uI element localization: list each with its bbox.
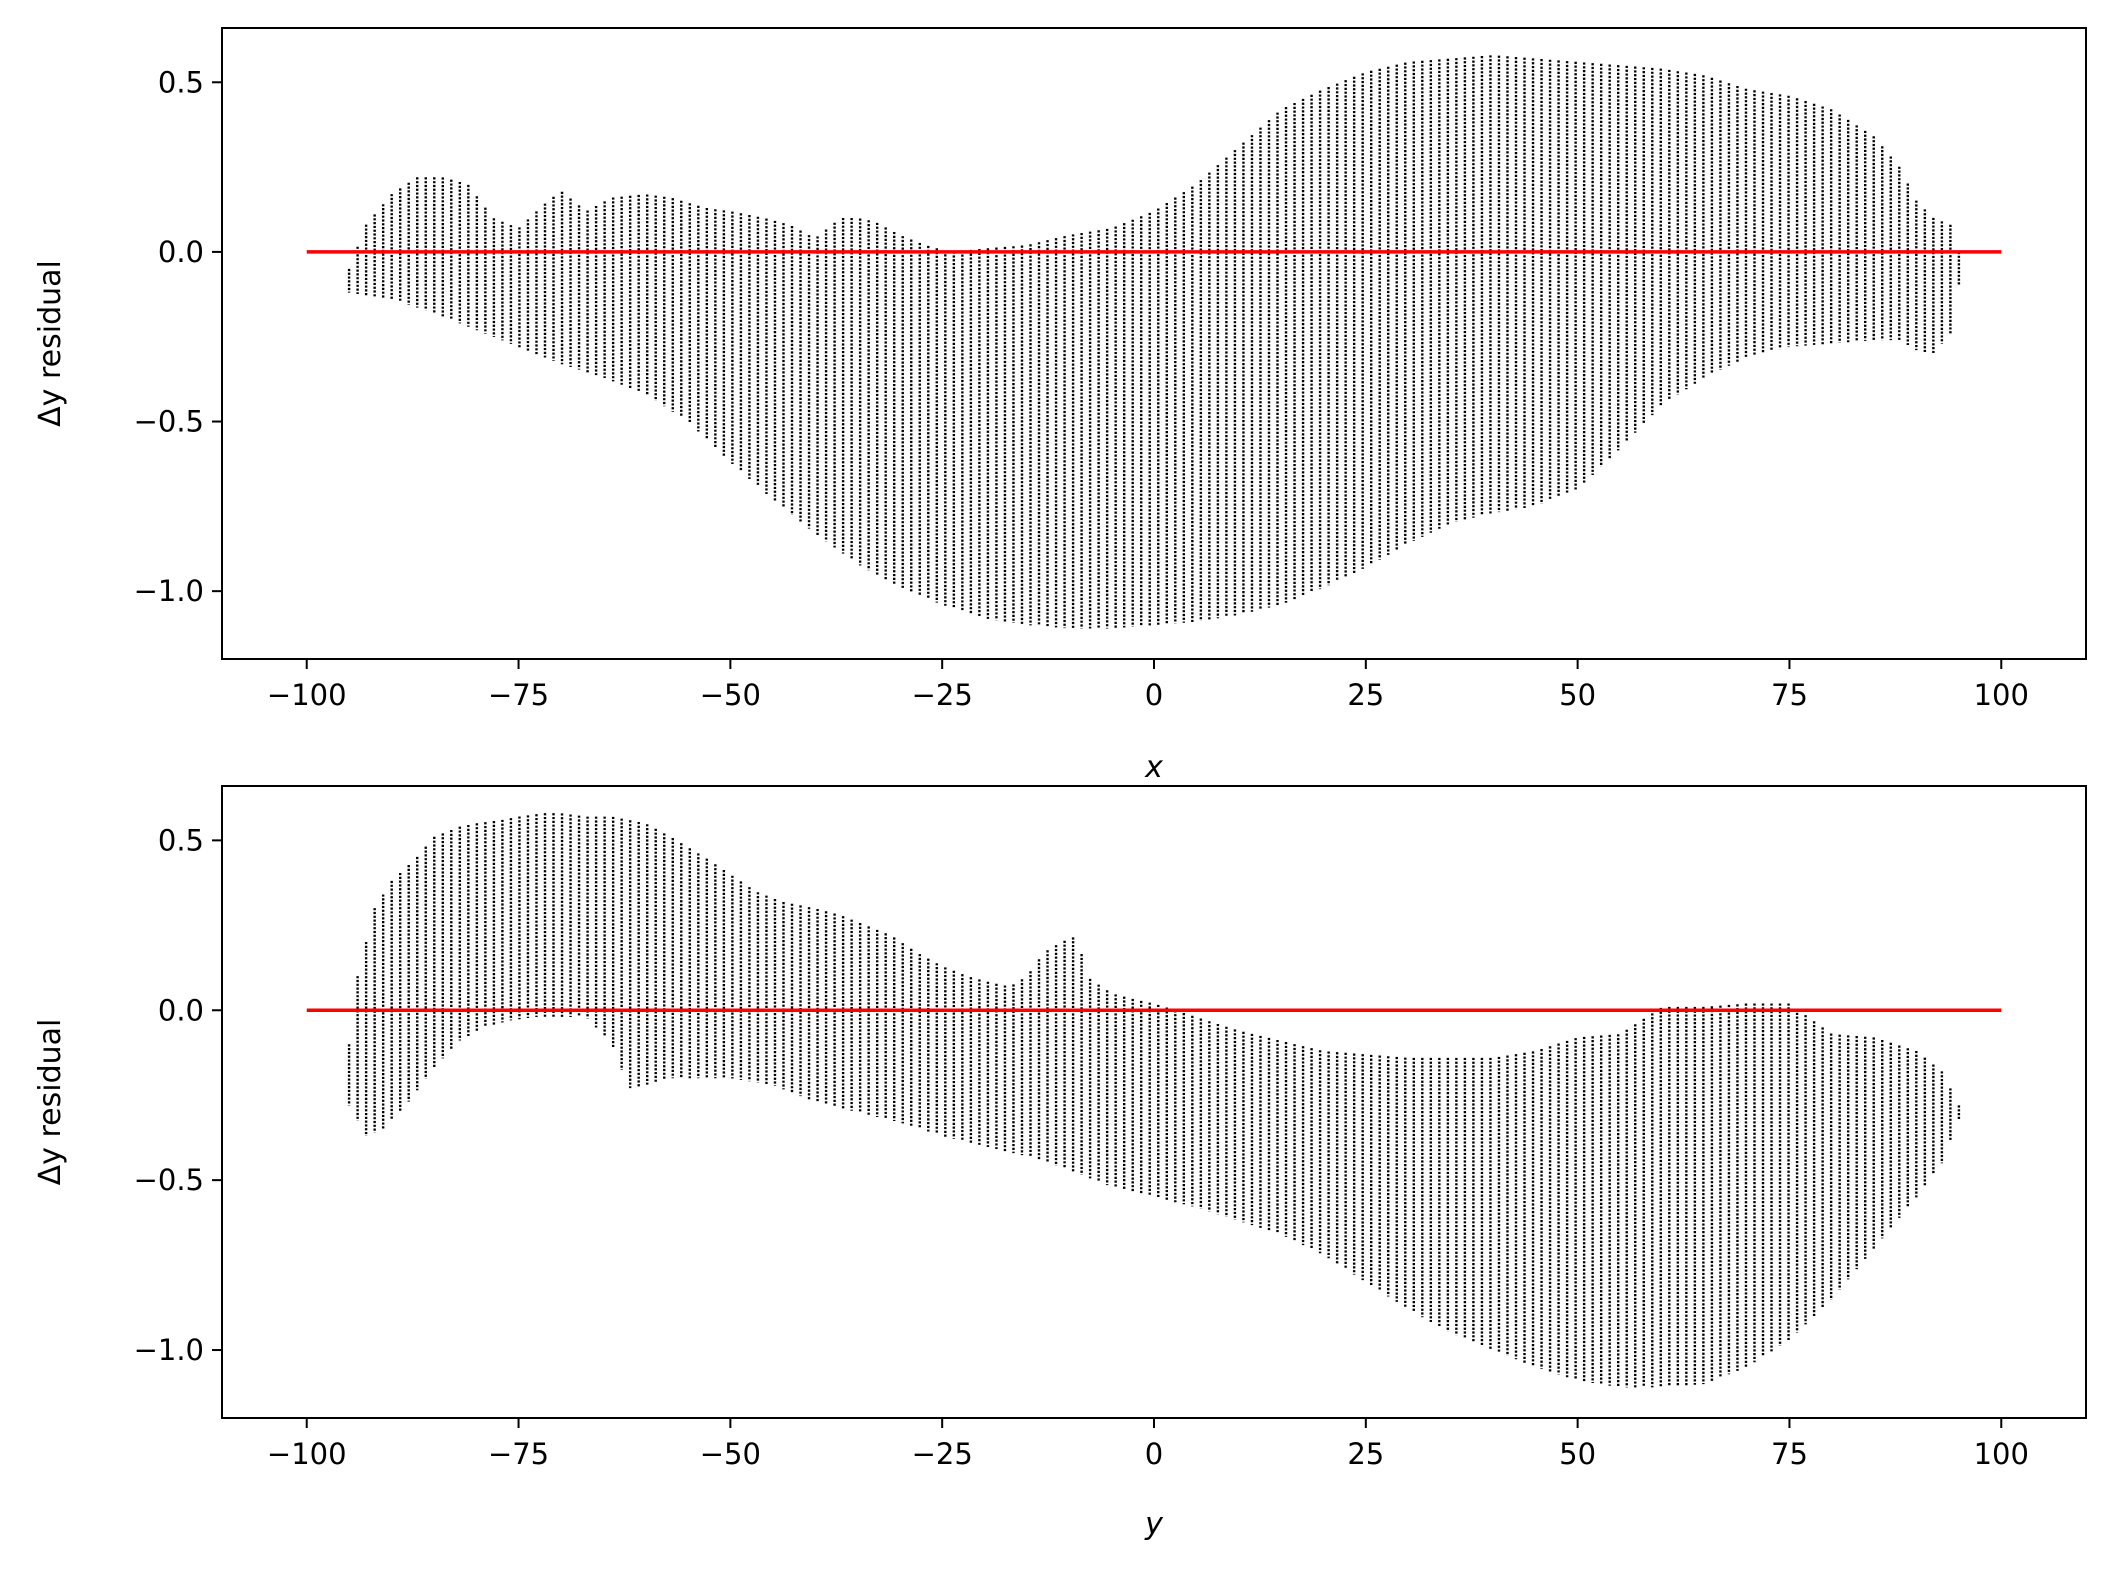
bottom-y-tick-label: 0.5 — [158, 823, 204, 857]
bottom-x-tick-label: −50 — [700, 1437, 761, 1471]
bottom-x-tick-label: −75 — [488, 1437, 549, 1471]
bottom-scatter-points — [347, 813, 1961, 1388]
top-y-ticks: 0.5 0.0 −0.5 −1.0 — [134, 65, 222, 608]
bottom-x-ticks: −100 −75 −50 −25 0 25 50 75 100 — [267, 1418, 2029, 1471]
bottom-y-ticks: 0.5 0.0 −0.5 −1.0 — [134, 823, 222, 1367]
top-x-tick-label: 25 — [1347, 678, 1384, 712]
bottom-y-axis-label: Δy residual — [33, 1019, 68, 1186]
top-panel: −100 −75 −50 −25 0 25 50 75 100 0.5 0.0 −0.5 −1.0 x… — [33, 27, 2087, 785]
top-y-tick-label: −0.5 — [134, 405, 204, 439]
bottom-x-tick-label: 25 — [1347, 1437, 1384, 1471]
top-y-axis-label: Δy residual — [33, 260, 68, 427]
bottom-x-axis-label: y — [1144, 1507, 1164, 1542]
top-x-tick-label: 75 — [1771, 678, 1808, 712]
top-x-tick-label: −50 — [700, 678, 761, 712]
top-x-ticks: −100 −75 −50 −25 0 25 50 75 100 — [267, 659, 2029, 712]
top-y-tick-label: 0.0 — [158, 235, 204, 269]
bottom-y-tick-label: −1.0 — [134, 1333, 204, 1367]
top-x-tick-label: 0 — [1145, 678, 1163, 712]
top-x-tick-label: 50 — [1559, 678, 1596, 712]
bottom-y-tick-label: −0.5 — [134, 1163, 204, 1197]
bottom-panel: −100 −75 −50 −25 0 25 50 75 100 0.5 0.0 −0.5 −1.0 y… — [33, 785, 2087, 1542]
top-x-tick-label: −25 — [912, 678, 973, 712]
top-scatter-points — [347, 55, 1961, 629]
top-x-axis-label: x — [1144, 750, 1163, 785]
top-x-tick-label: −75 — [488, 678, 549, 712]
top-x-tick-label: −100 — [267, 678, 347, 712]
bottom-x-tick-label: 0 — [1145, 1437, 1163, 1471]
bottom-x-tick-label: 50 — [1559, 1437, 1596, 1471]
top-y-tick-label: −1.0 — [134, 574, 204, 608]
bottom-x-tick-label: −100 — [267, 1437, 347, 1471]
top-y-tick-label: 0.5 — [158, 65, 204, 99]
bottom-x-tick-label: 75 — [1771, 1437, 1808, 1471]
bottom-x-tick-label: 100 — [1974, 1437, 2029, 1471]
bottom-y-tick-label: 0.0 — [158, 993, 204, 1027]
bottom-x-tick-label: −25 — [912, 1437, 973, 1471]
top-x-tick-label: 100 — [1974, 678, 2029, 712]
